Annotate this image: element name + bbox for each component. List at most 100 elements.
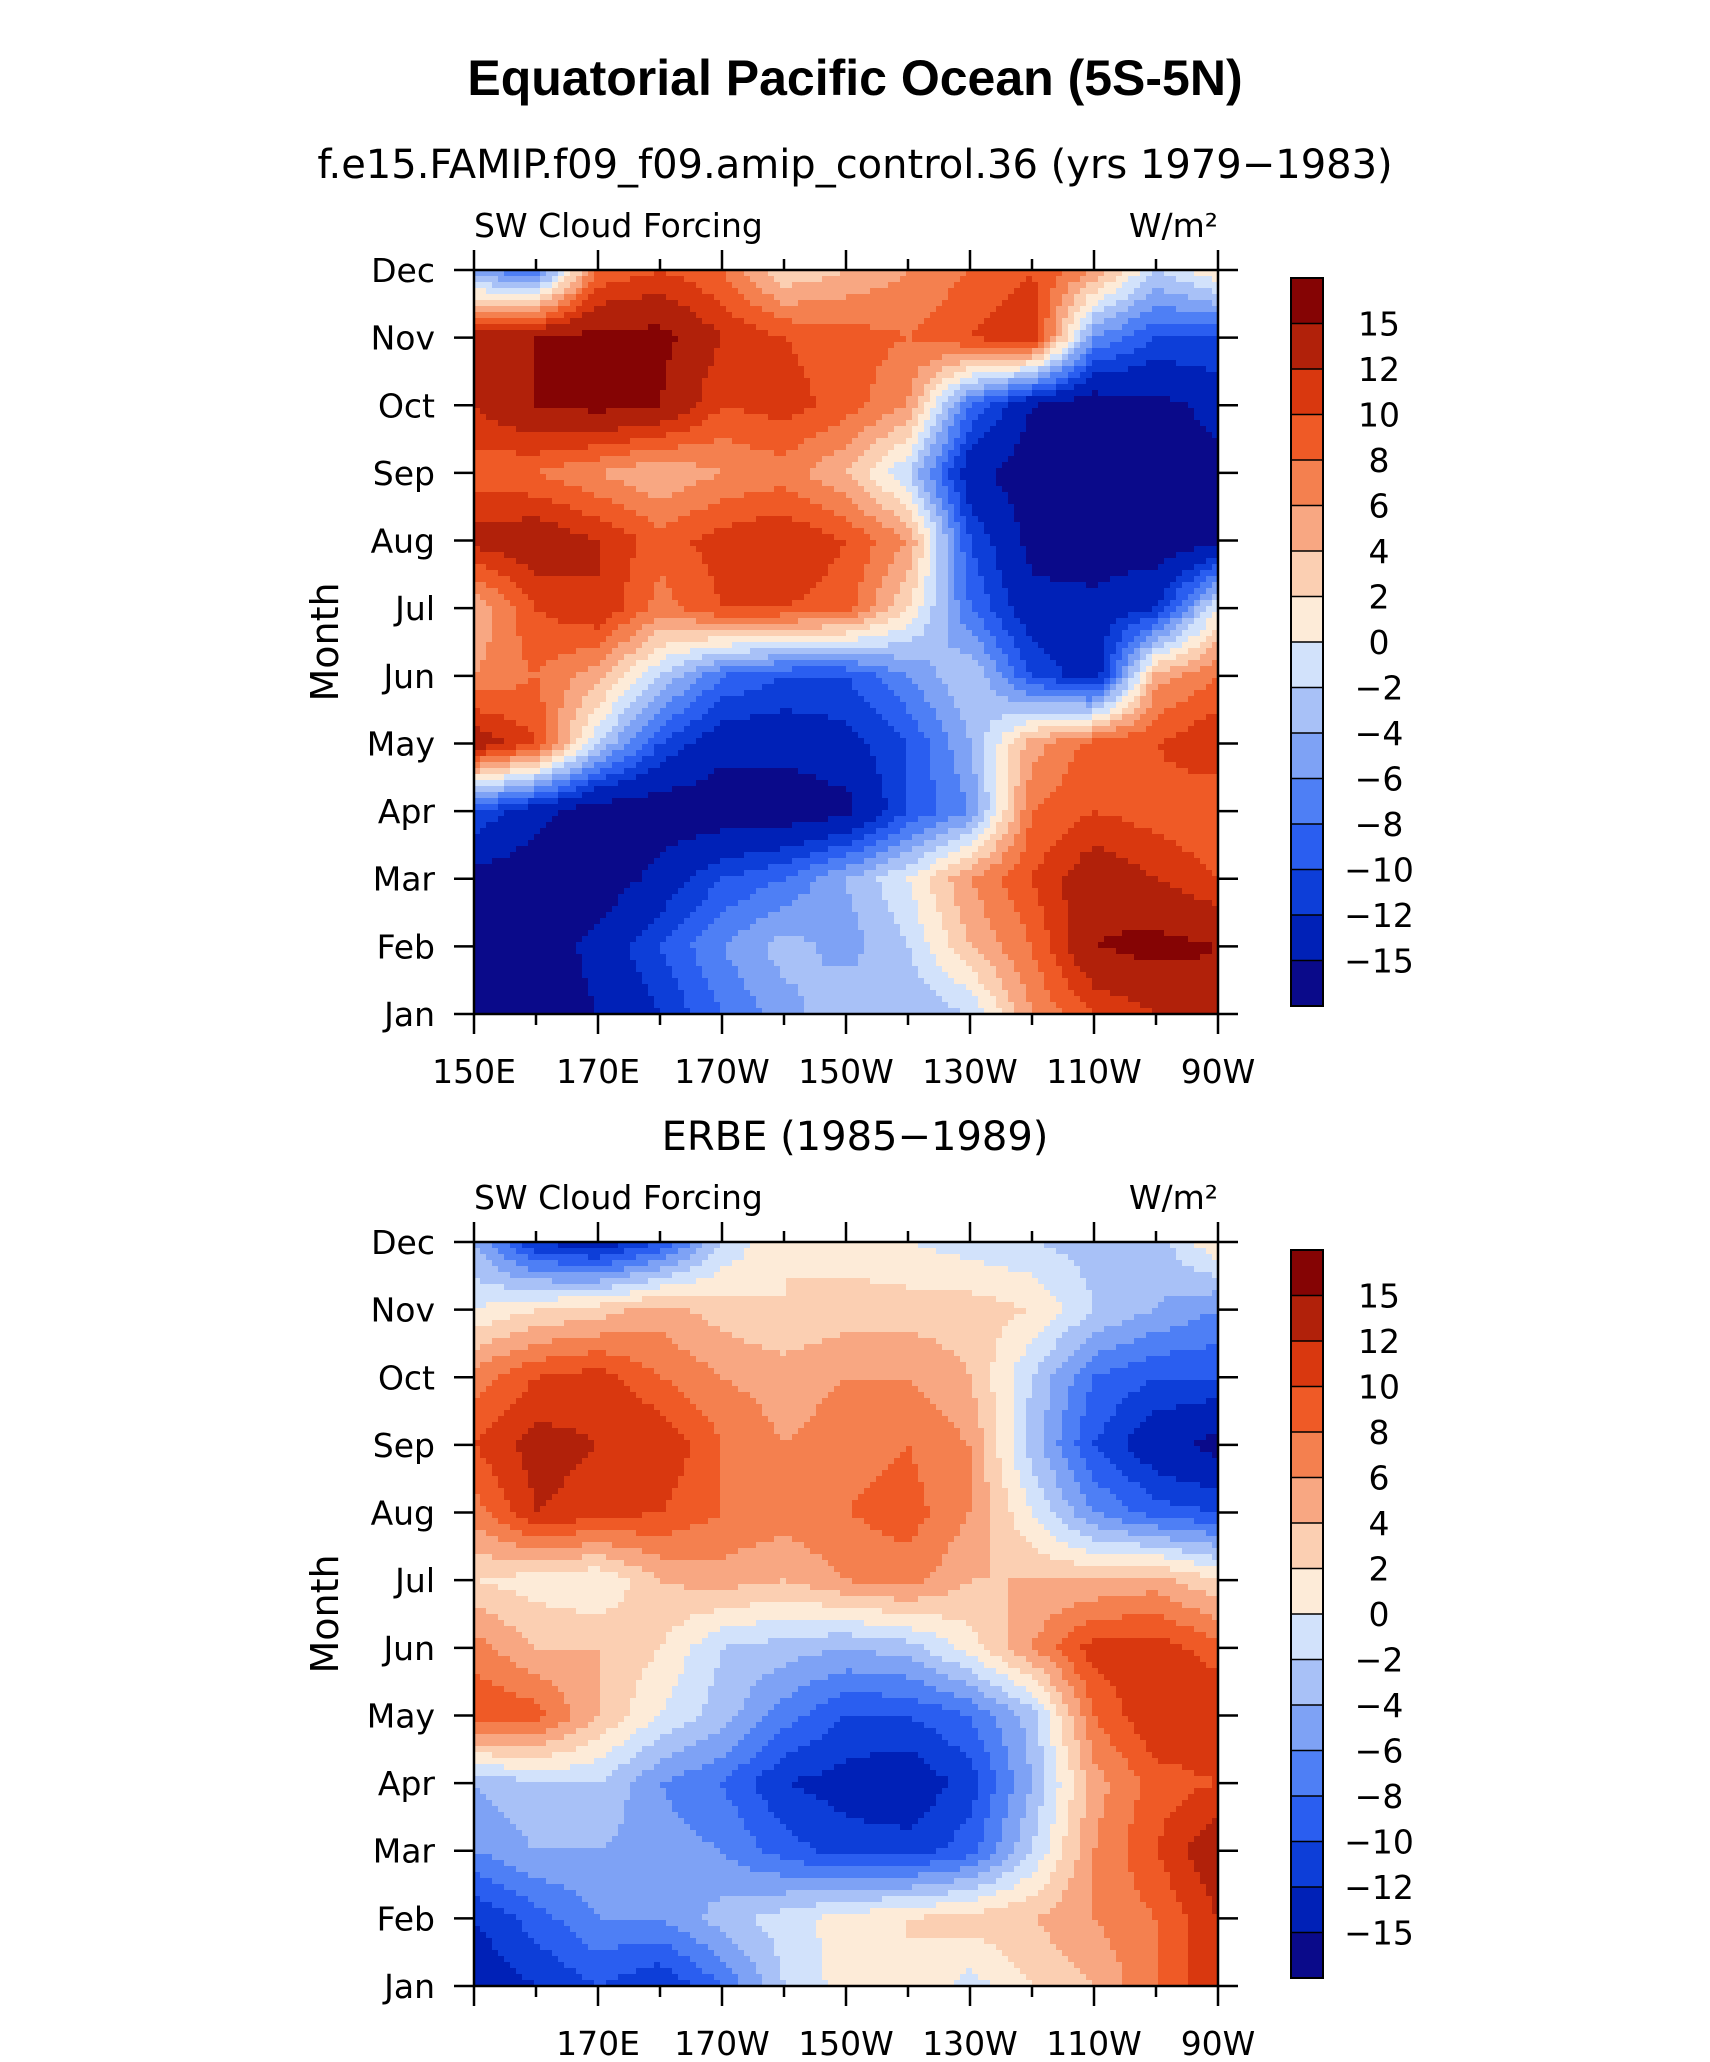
field-cell — [768, 474, 775, 481]
field-cell — [744, 360, 751, 367]
field-cell — [1026, 426, 1033, 433]
field-cell — [528, 498, 535, 505]
field-cell — [906, 402, 913, 409]
field-cell — [822, 432, 829, 439]
field-cell — [930, 504, 937, 511]
field-cell — [1008, 456, 1015, 463]
field-cell — [696, 486, 703, 493]
field-cell — [798, 288, 805, 295]
field-cell — [750, 456, 757, 463]
field-cell — [1188, 468, 1195, 475]
field-cell — [564, 426, 571, 433]
field-cell — [654, 378, 661, 385]
field-cell — [1092, 456, 1099, 463]
field-cell — [1176, 354, 1183, 361]
field-cell — [540, 354, 547, 361]
field-cell — [900, 456, 907, 463]
field-cell — [1002, 306, 1009, 313]
field-cell — [804, 486, 811, 493]
field-cell — [804, 384, 811, 391]
field-cell — [1146, 438, 1153, 445]
field-cell — [684, 384, 691, 391]
field-cell — [864, 390, 871, 397]
field-cell — [828, 498, 835, 505]
field-cell — [1026, 360, 1033, 367]
field-cell — [750, 468, 757, 475]
field-cell — [804, 378, 811, 385]
field-cell — [480, 486, 487, 493]
field-cell — [552, 444, 559, 451]
field-cell — [1116, 288, 1123, 295]
field-cell — [474, 456, 481, 463]
field-cell — [792, 462, 799, 469]
field-cell — [1194, 462, 1201, 469]
field-cell — [1026, 468, 1033, 475]
field-cell — [522, 384, 529, 391]
field-cell — [972, 504, 979, 511]
field-cell — [870, 270, 877, 277]
field-cell — [1122, 276, 1129, 283]
field-cell — [870, 492, 877, 499]
field-cell — [1074, 486, 1081, 493]
field-cell — [558, 426, 565, 433]
field-cell — [1212, 486, 1218, 493]
field-cell — [804, 324, 811, 331]
field-cell — [1020, 324, 1027, 331]
field-cell — [522, 510, 529, 517]
field-cell — [906, 504, 913, 511]
field-cell — [474, 276, 481, 283]
field-cell — [570, 456, 577, 463]
field-cell — [984, 426, 991, 433]
field-cell — [786, 312, 793, 319]
field-cell — [492, 468, 499, 475]
field-cell — [756, 414, 763, 421]
field-cell — [780, 426, 787, 433]
field-cell — [486, 462, 493, 469]
field-cell — [1122, 282, 1129, 289]
field-cell — [660, 294, 667, 301]
field-cell — [1128, 414, 1135, 421]
field-cell — [888, 486, 895, 493]
field-cell — [744, 468, 751, 475]
field-cell — [642, 318, 649, 325]
field-cell — [924, 336, 931, 343]
field-cell — [1044, 300, 1051, 307]
field-cell — [1050, 420, 1057, 427]
field-cell — [630, 378, 637, 385]
field-cell — [846, 420, 853, 427]
field-cell — [1032, 306, 1039, 313]
field-cell — [684, 330, 691, 337]
field-cell — [564, 408, 571, 415]
field-cell — [690, 498, 697, 505]
field-cell — [840, 468, 847, 475]
field-cell — [660, 426, 667, 433]
field-cell — [1086, 384, 1093, 391]
field-cell — [1110, 498, 1117, 505]
field-cell — [1002, 426, 1009, 433]
field-cell — [954, 498, 961, 505]
field-cell — [990, 438, 997, 445]
field-cell — [858, 498, 865, 505]
field-cell — [1044, 342, 1051, 349]
field-cell — [870, 390, 877, 397]
field-cell — [678, 360, 685, 367]
field-cell — [936, 420, 943, 427]
field-cell — [996, 318, 1003, 325]
field-cell — [1020, 312, 1027, 319]
field-cell — [1164, 378, 1171, 385]
field-cell — [720, 414, 727, 421]
field-cell — [1062, 444, 1069, 451]
field-cell — [624, 390, 631, 397]
field-cell — [1098, 318, 1105, 325]
field-cell — [1068, 354, 1075, 361]
field-cell — [720, 288, 727, 295]
field-cell — [540, 480, 547, 487]
field-cell — [750, 294, 757, 301]
field-cell — [558, 510, 565, 517]
field-cell — [876, 330, 883, 337]
field-cell — [642, 390, 649, 397]
field-cell — [534, 396, 541, 403]
field-cell — [660, 408, 667, 415]
field-cell — [552, 420, 559, 427]
field-cell — [552, 312, 559, 319]
